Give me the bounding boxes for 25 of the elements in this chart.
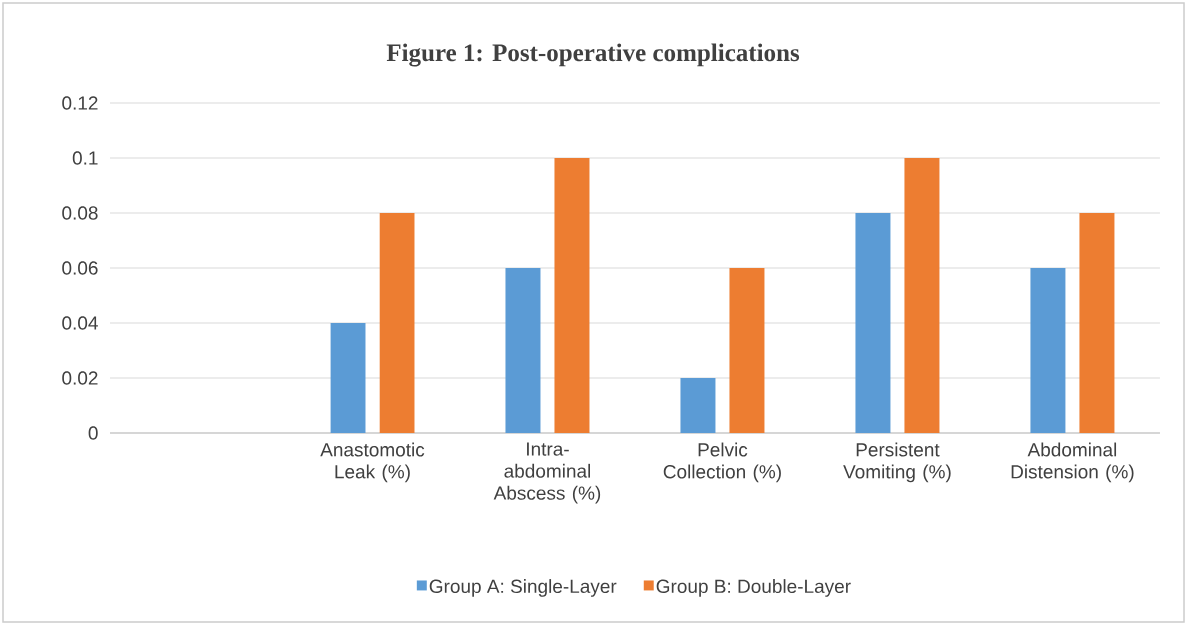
bar: [729, 268, 765, 433]
bar: [505, 268, 541, 433]
y-tick-label: 0.1: [72, 151, 98, 165]
y-tick-label: 0: [88, 426, 98, 440]
x-tick-label: Anastomotic Leak (%): [320, 442, 425, 483]
x-tick-label: Intra-abdominal Abscess (%): [493, 442, 601, 504]
y-tick-label: 0.08: [62, 206, 98, 220]
y-tick-label: 0.02: [62, 371, 98, 385]
x-tick-label: Abdominal Distension (%): [1011, 442, 1134, 483]
y-tick-label: 0.12: [62, 96, 98, 110]
legend-label: Group A: Single-Layer: [429, 579, 617, 597]
y-tick-label: 0.04: [62, 316, 98, 330]
bar: [379, 213, 415, 433]
bar: [904, 158, 940, 433]
x-tick-label: Persistent Vomiting (%): [843, 442, 951, 483]
bar: [855, 213, 891, 433]
chart-title: Figure 1: Post-operative complications: [386, 43, 800, 67]
legend-label: Group B: Double-Layer: [656, 579, 851, 597]
bar: [554, 158, 590, 433]
bar: [680, 378, 716, 433]
x-tick-label: Pelvic Collection (%): [663, 442, 781, 483]
y-tick-label: 0.06: [62, 261, 98, 275]
bar: [1079, 213, 1115, 433]
bar: [1030, 268, 1066, 433]
bar: [330, 323, 366, 433]
